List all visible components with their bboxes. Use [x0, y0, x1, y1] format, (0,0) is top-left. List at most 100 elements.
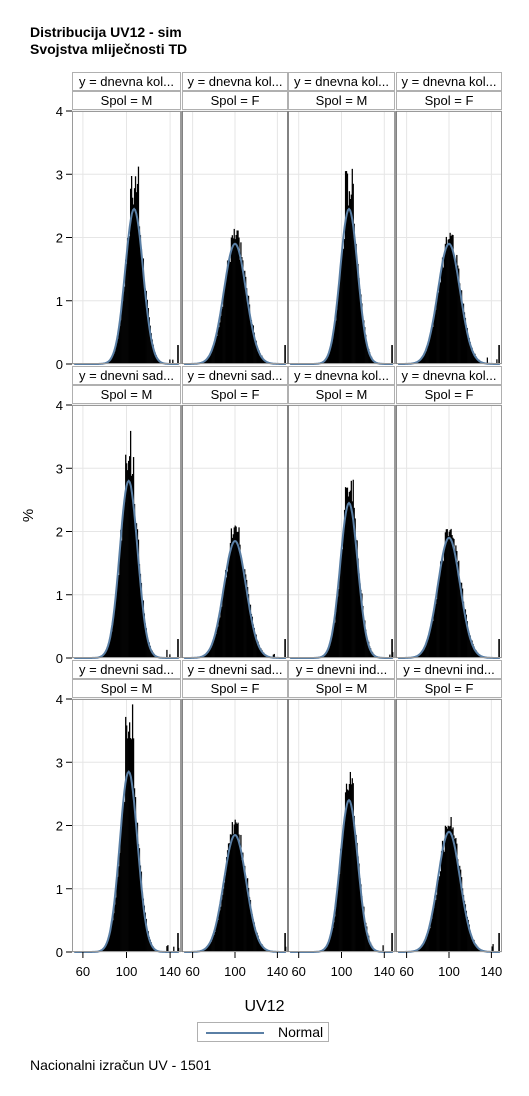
histogram-bar	[128, 731, 130, 952]
histogram-bar	[425, 643, 427, 658]
histogram-bar	[423, 354, 426, 364]
normal-curve	[398, 536, 500, 659]
histogram-bar	[112, 920, 114, 952]
histogram-bar	[248, 304, 251, 364]
histogram-bar	[241, 257, 243, 364]
histogram-bar	[136, 183, 139, 364]
histogram-bar	[468, 338, 470, 364]
panel-header-sex-box	[72, 91, 181, 110]
histogram-bar	[429, 928, 431, 952]
histogram-bar	[460, 869, 462, 952]
histogram-bar	[123, 509, 125, 658]
histogram-bar	[259, 941, 261, 952]
histogram-bar	[368, 646, 371, 658]
x-tick-label: 140	[159, 964, 181, 979]
histogram-bar	[228, 843, 231, 952]
histogram-bar	[231, 822, 233, 952]
histogram-bar	[145, 918, 147, 952]
histogram-bar	[433, 609, 435, 658]
histogram-bar	[264, 654, 266, 658]
histogram-bar	[450, 528, 452, 658]
histogram-bar	[453, 255, 455, 364]
histogram-bar	[352, 479, 354, 658]
histogram-bar	[463, 612, 466, 658]
panel-header-y-box	[72, 366, 181, 385]
histogram-bar	[448, 531, 450, 658]
histogram-bar	[224, 882, 226, 952]
histogram-bar	[169, 359, 171, 364]
histogram-bar	[339, 278, 341, 364]
histogram-bar	[263, 946, 265, 952]
histogram-bar	[142, 258, 145, 364]
histogram-bar	[363, 618, 365, 658]
histogram-bar	[347, 496, 350, 658]
x-tick-label: 140	[373, 964, 395, 979]
histogram-bar	[454, 258, 456, 364]
panel-header-sex-box	[396, 91, 502, 110]
histogram-bar	[434, 895, 436, 952]
histogram-bar	[225, 283, 227, 364]
histogram-bar	[246, 579, 248, 658]
histogram-bar	[337, 596, 339, 658]
histogram-bar	[350, 784, 352, 952]
histogram-bar	[476, 945, 478, 952]
histogram-bar	[419, 360, 421, 364]
histogram-bar	[210, 647, 212, 658]
histogram-bar	[130, 739, 133, 952]
histogram-bar	[418, 655, 420, 658]
histogram-bar	[459, 582, 461, 658]
histogram-bar	[350, 194, 352, 364]
histogram-bar	[425, 938, 427, 952]
panel-header-sex-box	[182, 385, 288, 404]
panel-header-y: y = dnevna kol...	[401, 368, 496, 383]
histogram-bar	[234, 525, 236, 658]
histogram-bar	[241, 860, 243, 952]
histogram-bar	[216, 918, 218, 952]
histogram-bar	[427, 345, 429, 364]
histogram-bar	[334, 622, 336, 658]
panel-header-y: y = dnevni sad...	[79, 662, 174, 677]
panel-header-y: y = dnevni sad...	[187, 368, 282, 383]
histogram-bar	[423, 942, 426, 952]
histogram-bar	[141, 600, 144, 658]
histogram-bar	[366, 926, 368, 952]
panel-header-sex: Spol = F	[425, 93, 474, 108]
normal-curve	[398, 242, 500, 365]
histogram-bar	[262, 652, 264, 658]
histogram-bar	[129, 236, 131, 364]
histogram-bar	[260, 943, 262, 952]
histogram-bar	[443, 548, 446, 658]
histogram-bar	[145, 290, 147, 364]
histogram-bar	[326, 357, 328, 364]
histogram-bar	[473, 939, 475, 952]
panel-header-y-box	[182, 660, 288, 679]
histogram-bar	[237, 230, 239, 364]
panel-header-sex: Spol = M	[101, 93, 153, 108]
histogram-bar	[369, 942, 372, 952]
histogram-bar	[466, 621, 468, 658]
histogram-bar	[329, 938, 331, 952]
histogram-bar	[119, 325, 121, 364]
histogram-bar	[258, 350, 260, 364]
histogram-bar	[242, 260, 244, 364]
histogram-bar	[104, 653, 106, 658]
histogram-bar	[244, 865, 246, 952]
histogram-bar	[360, 884, 362, 952]
histogram-bar	[205, 359, 208, 364]
histogram-bar	[166, 649, 168, 658]
histogram-bar	[257, 935, 259, 952]
histogram-bar	[362, 905, 364, 952]
histogram-bar	[348, 783, 351, 952]
histogram-bar	[325, 947, 327, 952]
panel-header-y-box	[288, 366, 395, 385]
histogram-bar	[430, 624, 432, 658]
histogram-bar	[417, 949, 419, 952]
histogram-bar	[212, 346, 214, 364]
histogram-bar	[118, 330, 120, 364]
histogram-bar	[365, 629, 367, 658]
histogram-bar	[207, 945, 210, 952]
histogram-bar	[389, 654, 391, 658]
histogram-bar	[358, 573, 360, 658]
histogram-bar	[449, 232, 451, 364]
histogram-bar	[120, 529, 122, 658]
